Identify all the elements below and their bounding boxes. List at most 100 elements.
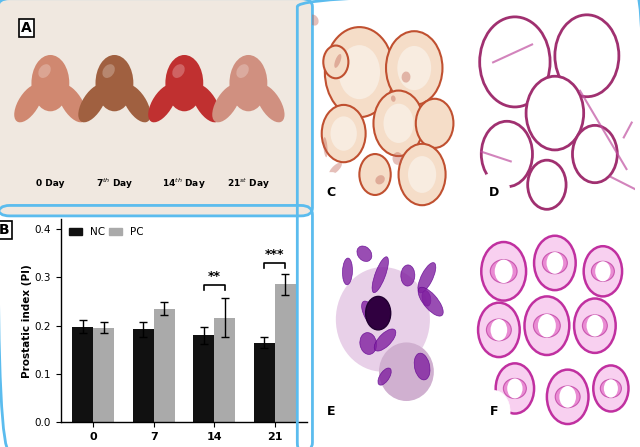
Bar: [275, 284, 296, 422]
Text: **: **: [208, 270, 221, 283]
Circle shape: [527, 160, 566, 209]
Ellipse shape: [556, 386, 580, 408]
Bar: [214, 318, 236, 422]
Circle shape: [538, 314, 556, 337]
Text: 21$^{st}$ Day: 21$^{st}$ Day: [227, 177, 270, 191]
Ellipse shape: [362, 301, 379, 327]
Circle shape: [339, 45, 380, 99]
Circle shape: [534, 236, 576, 290]
Text: E: E: [327, 405, 335, 418]
Ellipse shape: [374, 329, 396, 351]
Ellipse shape: [342, 258, 353, 285]
Circle shape: [481, 121, 532, 187]
Bar: [193, 335, 214, 422]
Bar: [154, 308, 175, 422]
Ellipse shape: [379, 342, 434, 401]
Circle shape: [408, 156, 436, 193]
Circle shape: [386, 31, 442, 105]
Circle shape: [525, 296, 570, 355]
Circle shape: [559, 386, 576, 408]
Text: D: D: [489, 186, 499, 199]
Ellipse shape: [392, 152, 403, 165]
Ellipse shape: [414, 353, 430, 380]
Ellipse shape: [486, 319, 511, 341]
Ellipse shape: [58, 84, 86, 122]
Bar: [253, 342, 275, 422]
Ellipse shape: [308, 15, 319, 25]
Circle shape: [526, 76, 584, 150]
Y-axis label: Prostatic index (PI): Prostatic index (PI): [22, 264, 32, 378]
Circle shape: [593, 366, 628, 412]
Circle shape: [365, 296, 390, 330]
Circle shape: [323, 46, 348, 78]
Ellipse shape: [418, 287, 444, 316]
Ellipse shape: [192, 84, 220, 122]
Ellipse shape: [375, 175, 385, 185]
Ellipse shape: [31, 55, 69, 111]
Circle shape: [316, 173, 347, 213]
Ellipse shape: [102, 64, 115, 78]
Ellipse shape: [336, 267, 430, 372]
Circle shape: [325, 27, 394, 117]
Ellipse shape: [122, 84, 150, 122]
Ellipse shape: [582, 315, 607, 337]
Ellipse shape: [533, 314, 561, 337]
Ellipse shape: [230, 55, 268, 111]
Ellipse shape: [78, 84, 107, 122]
Bar: [132, 329, 154, 422]
Text: C: C: [326, 186, 336, 199]
Ellipse shape: [401, 265, 415, 286]
Circle shape: [584, 246, 622, 296]
Ellipse shape: [165, 55, 204, 111]
Circle shape: [360, 154, 390, 195]
Ellipse shape: [256, 84, 285, 122]
Circle shape: [555, 15, 619, 97]
Circle shape: [478, 391, 510, 432]
Ellipse shape: [378, 368, 391, 385]
Circle shape: [491, 319, 508, 341]
Circle shape: [397, 46, 431, 90]
Circle shape: [604, 379, 618, 398]
Circle shape: [586, 315, 604, 337]
Ellipse shape: [323, 137, 328, 157]
Circle shape: [322, 105, 365, 162]
Ellipse shape: [360, 333, 376, 354]
Text: 14$^{th}$ Day: 14$^{th}$ Day: [163, 177, 206, 191]
Circle shape: [399, 144, 445, 205]
Ellipse shape: [490, 260, 517, 283]
Ellipse shape: [418, 262, 436, 293]
Circle shape: [574, 299, 616, 353]
Circle shape: [478, 173, 510, 213]
Ellipse shape: [543, 252, 568, 274]
Text: 0 Day: 0 Day: [36, 179, 65, 188]
Ellipse shape: [329, 163, 342, 175]
Ellipse shape: [402, 72, 410, 83]
Text: F: F: [490, 405, 499, 418]
Circle shape: [595, 261, 611, 281]
Ellipse shape: [212, 84, 241, 122]
Bar: [72, 326, 93, 422]
Ellipse shape: [422, 291, 431, 306]
Ellipse shape: [172, 64, 185, 78]
Text: A: A: [21, 21, 32, 35]
Circle shape: [547, 252, 563, 274]
Ellipse shape: [236, 64, 249, 78]
Circle shape: [316, 391, 347, 432]
Legend: NC, PC: NC, PC: [66, 224, 147, 240]
Ellipse shape: [600, 379, 621, 398]
Circle shape: [547, 370, 589, 424]
Ellipse shape: [148, 84, 177, 122]
Circle shape: [481, 242, 526, 300]
Text: B: B: [0, 223, 10, 237]
Circle shape: [383, 104, 413, 143]
FancyBboxPatch shape: [0, 0, 312, 216]
Circle shape: [478, 303, 520, 357]
Ellipse shape: [14, 84, 43, 122]
Bar: [93, 328, 115, 422]
Text: 7$^{th}$ Day: 7$^{th}$ Day: [96, 177, 133, 191]
Circle shape: [507, 379, 522, 399]
Circle shape: [573, 125, 617, 183]
Ellipse shape: [357, 246, 372, 261]
Circle shape: [496, 363, 534, 413]
Circle shape: [480, 17, 550, 107]
